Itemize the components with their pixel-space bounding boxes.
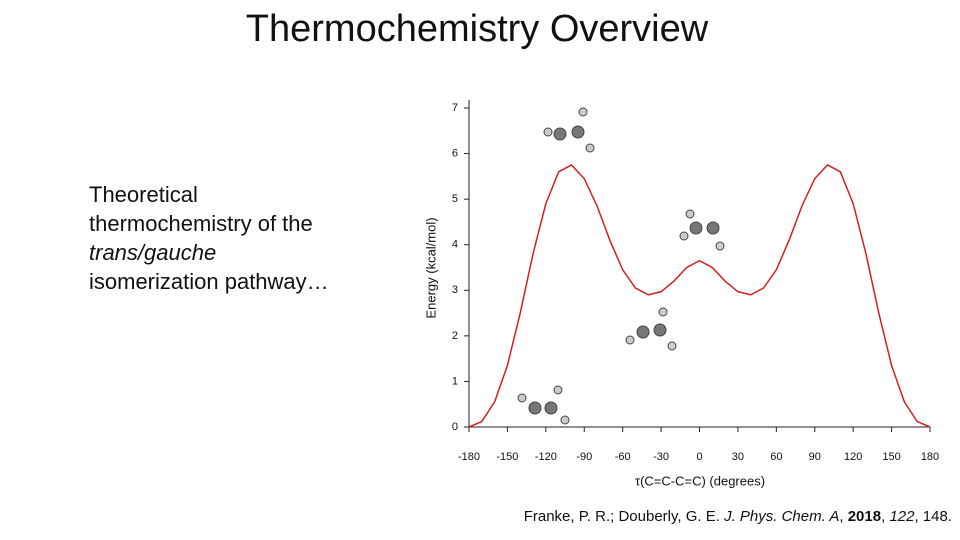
molecule: [517, 107, 725, 425]
x-tick-label: 120: [844, 451, 862, 463]
x-tick-label: 0: [696, 451, 702, 463]
y-tick-label: 0: [452, 421, 458, 433]
body-text: Theoretical thermochemistry of the trans…: [89, 180, 329, 296]
x-tick-label: -150: [496, 451, 518, 463]
y-tick-label: 3: [452, 284, 458, 296]
y-tick-label: 4: [452, 239, 458, 251]
citation-part: 2018: [847, 508, 882, 525]
citation-part: ,: [881, 508, 890, 525]
x-tick-label: 60: [770, 451, 782, 463]
x-tick-label: -90: [576, 451, 592, 463]
x-tick-label: 30: [732, 451, 744, 463]
citation-part: , 148.: [914, 508, 952, 525]
x-tick-label: -180: [458, 451, 480, 463]
y-tick-label: 7: [452, 102, 458, 114]
y-axis-label: Energy (kcal/mol): [423, 217, 438, 318]
slide-title: Thermochemistry Overview: [245, 8, 709, 50]
x-axis-label: τ(C=C-C=C) (degrees): [635, 473, 765, 488]
citation-part: ,: [839, 508, 848, 525]
x-tick-label: 90: [809, 451, 821, 463]
body-part: Theoretical thermochemistry of the: [89, 182, 313, 236]
y-tick-label: 1: [452, 375, 458, 387]
y-tick-label: 6: [452, 147, 458, 159]
citation-part: J. Phys. Chem. A: [724, 508, 840, 525]
citation: Franke, P. R.; Douberly, G. E. J. Phys. …: [524, 508, 952, 525]
citation-part: Franke, P. R.; Douberly, G. E.: [523, 508, 725, 525]
x-tick-label: 180: [921, 451, 939, 463]
x-tick-label: -30: [653, 451, 669, 463]
x-tick-label: -60: [615, 451, 631, 463]
x-tick-label: 150: [882, 451, 900, 463]
energy-curve: [468, 164, 931, 428]
x-tick-label: -120: [535, 451, 557, 463]
body-part: isomerization pathway…: [89, 269, 329, 294]
citation-part: 122: [889, 508, 915, 525]
body-part: trans/gauche: [89, 240, 217, 265]
y-tick-label: 2: [452, 330, 458, 342]
y-tick-label: 5: [452, 193, 458, 205]
